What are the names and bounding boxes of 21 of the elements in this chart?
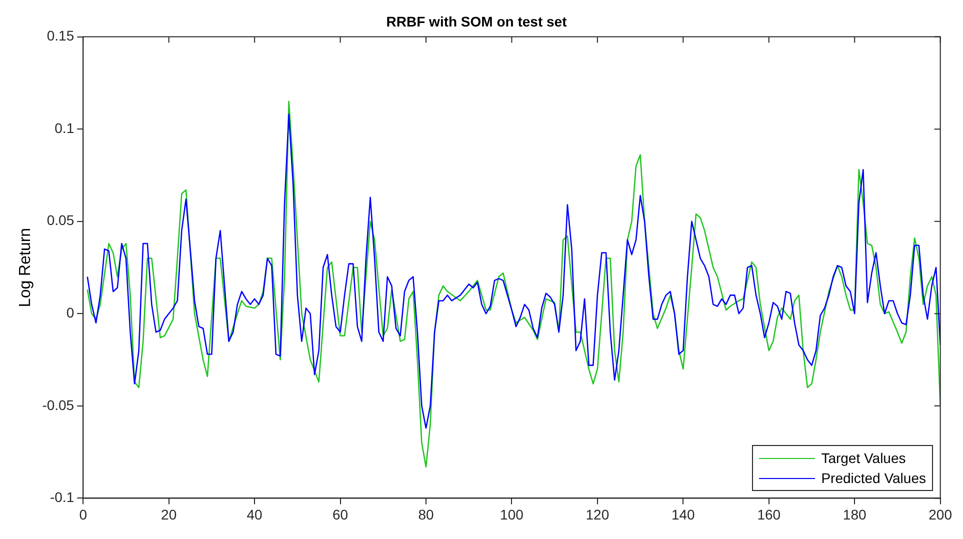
y-axis-title: Log Return — [17, 228, 34, 308]
x-tick-label: 200 — [928, 506, 952, 522]
y-tick-label: -0.05 — [42, 396, 74, 413]
y-tick-label: 0 — [66, 304, 74, 320]
x-tick-label: 80 — [418, 506, 434, 522]
y-tick-label: -0.1 — [50, 489, 74, 506]
x-tick-label: 120 — [586, 506, 610, 522]
chart-title: RRBF with SOM on test set — [386, 13, 568, 30]
x-tick-label: 140 — [671, 506, 696, 522]
x-tick-label: 100 — [500, 506, 524, 522]
y-tick-label: 0.05 — [46, 212, 74, 228]
legend-label: Target Values — [821, 449, 906, 468]
x-tick-label: 60 — [332, 506, 348, 522]
y-tick-label: 0.1 — [54, 120, 74, 136]
x-tick-label: 20 — [161, 506, 177, 522]
x-tick-label: 160 — [757, 506, 781, 522]
legend-label: Predicted Values — [821, 469, 926, 488]
y-tick-label: 0.15 — [46, 28, 74, 44]
x-tick-label: 0 — [79, 506, 88, 522]
x-tick-label: 180 — [842, 506, 866, 522]
x-tick-label: 40 — [246, 506, 263, 522]
